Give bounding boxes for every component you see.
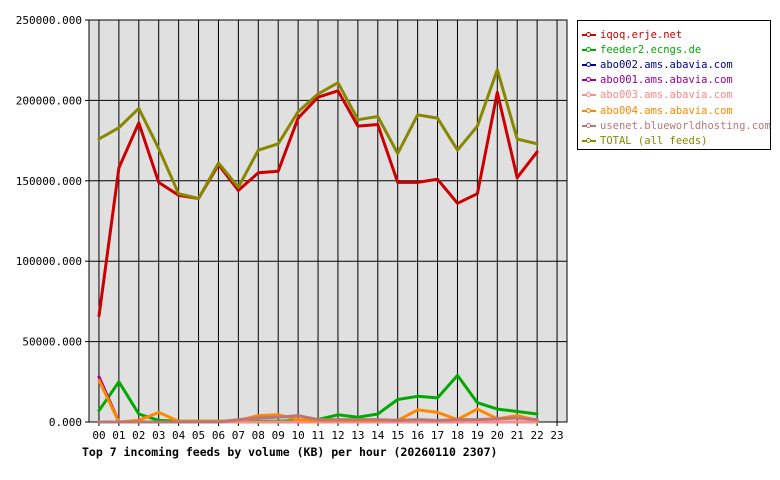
legend-item: abo003.ams.abavia.com [582, 88, 770, 103]
x-tick-label: 04 [172, 429, 186, 442]
legend-marker-icon [582, 60, 596, 70]
series-line [97, 68, 539, 200]
legend-label: abo001.ams.abavia.com [600, 74, 733, 87]
x-tick-label: 10 [292, 429, 305, 442]
x-tick-label: 14 [371, 429, 385, 442]
legend-marker-icon [582, 90, 596, 100]
legend-marker-icon [582, 121, 596, 131]
legend-item: abo004.ams.abavia.com [582, 103, 770, 118]
x-axis: 00 01 02 03 04 05 06 07 08 09 10 11 12 13 14 15 16 17 18 19… [92, 422, 564, 442]
x-tick-label: 22 [531, 429, 544, 442]
legend-marker-icon [582, 30, 596, 40]
legend-marker-icon [582, 75, 596, 85]
legend-marker-icon [582, 106, 596, 116]
x-tick-label: 06 [212, 429, 225, 442]
grid [89, 20, 567, 422]
legend-marker-icon [582, 45, 596, 55]
x-tick-label: 12 [331, 429, 344, 442]
series-line [97, 89, 539, 318]
x-tick-label: 09 [272, 429, 285, 442]
x-tick-label: 13 [351, 429, 364, 442]
legend-label: abo003.ams.abavia.com [600, 89, 733, 102]
x-tick-label: 18 [451, 429, 464, 442]
legend: iqoq.erje.net feeder2.ecngs.de abo002.ams.… [577, 20, 771, 150]
y-tick-label: 150000.000 [16, 175, 82, 188]
x-tick-label: 11 [311, 429, 324, 442]
legend-items: iqoq.erje.net feeder2.ecngs.de abo002.ams.… [582, 27, 771, 149]
y-tick-label: 100000.000 [16, 255, 82, 268]
x-tick-label: 19 [471, 429, 484, 442]
legend-label: iqoq.erje.net [600, 28, 683, 41]
legend-item: iqoq.erje.net [582, 27, 770, 42]
series-line [97, 414, 539, 424]
x-tick-label: 07 [232, 429, 245, 442]
y-tick-label: 250000.000 [16, 14, 82, 27]
x-tick-label: 16 [411, 429, 424, 442]
legend-item: usenet.blueworldhosting.com [582, 118, 771, 133]
x-tick-label: 05 [192, 429, 205, 442]
chart-title: Top 7 incoming feeds by volume (KB) per … [82, 445, 497, 459]
x-tick-label: 08 [252, 429, 265, 442]
legend-item: feeder2.ecngs.de [582, 42, 770, 57]
y-tick-label: 0.000 [49, 416, 82, 429]
x-tick-label: 01 [112, 429, 125, 442]
legend-item: TOTAL (all feeds) [582, 133, 770, 148]
legend-label: feeder2.ecngs.de [600, 43, 702, 56]
legend-label: abo004.ams.abavia.com [600, 104, 733, 117]
x-tick-label: 03 [152, 429, 165, 442]
x-tick-label: 15 [391, 429, 404, 442]
plot-area [88, 19, 568, 423]
legend-label: abo002.ams.abavia.com [600, 58, 733, 71]
x-tick-label: 02 [132, 429, 145, 442]
legend-item: abo001.ams.abavia.com [582, 73, 770, 88]
series-group [97, 68, 539, 424]
legend-marker-icon [582, 136, 596, 146]
x-tick-label: 17 [431, 429, 444, 442]
legend-label: TOTAL (all feeds) [600, 134, 708, 147]
x-tick-label: 20 [491, 429, 504, 442]
legend-label: usenet.blueworldhosting.com [600, 119, 771, 132]
y-tick-label: 200000.000 [16, 94, 82, 107]
legend-item: abo002.ams.abavia.com [582, 57, 770, 72]
y-tick-label: 50000.000 [22, 336, 82, 349]
x-tick-label: 21 [511, 429, 524, 442]
y-axis: 0.000 50000.000 100000.000 150000.000 200000… [16, 14, 89, 429]
x-tick-label: 23 [550, 429, 563, 442]
x-tick-label: 00 [92, 429, 105, 442]
